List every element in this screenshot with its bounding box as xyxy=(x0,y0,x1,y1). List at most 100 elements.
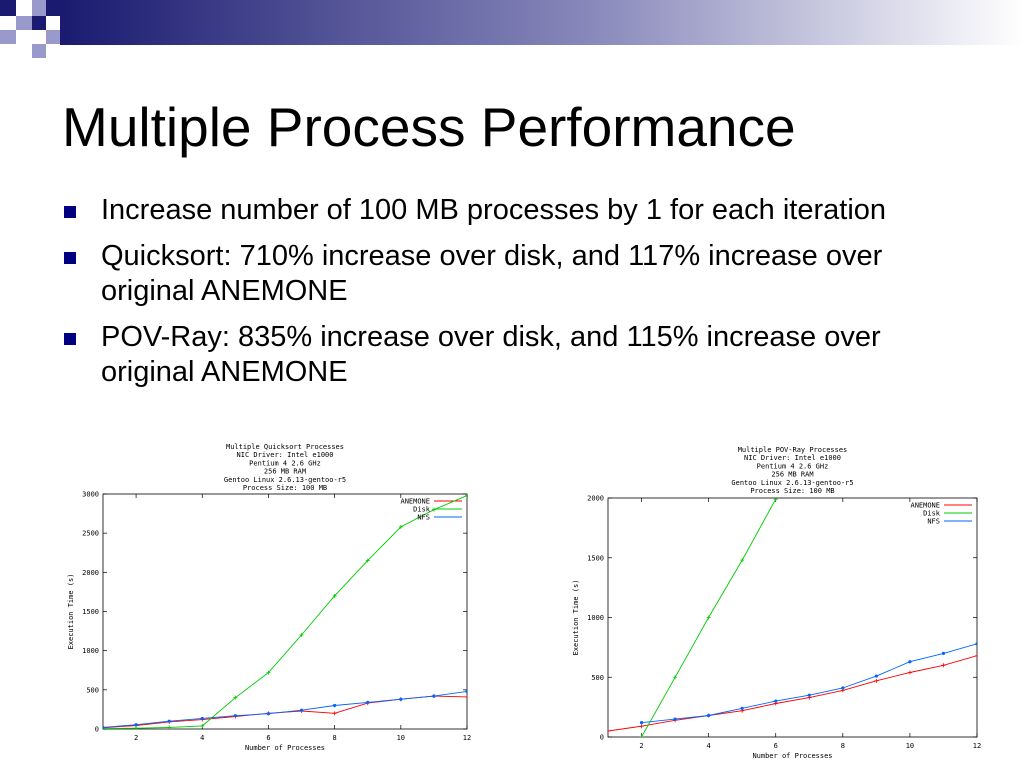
bullet-text: Increase number of 100 MB processes by 1… xyxy=(101,194,887,226)
data-point xyxy=(707,713,711,718)
chart-title-line: NIC Driver: Intel e1000 xyxy=(744,454,841,462)
data-point xyxy=(941,651,946,655)
series-nfs xyxy=(639,642,977,725)
data-point xyxy=(740,706,744,710)
data-point xyxy=(103,725,105,729)
series-line xyxy=(103,690,467,728)
y-tick-label: 1000 xyxy=(82,647,99,655)
data-point xyxy=(941,663,946,668)
x-tick-label: 8 xyxy=(333,734,337,742)
y-tick-label: 0 xyxy=(95,726,99,734)
y-tick-label: 0 xyxy=(600,734,604,742)
data-point xyxy=(134,726,139,729)
data-point xyxy=(431,507,436,512)
data-point xyxy=(398,524,403,529)
y-axis-label: Execution Time (s) xyxy=(572,580,580,656)
bullet-item: Increase number of 100 MB processes by 1… xyxy=(62,193,962,228)
legend-label: ANEMONE xyxy=(910,502,940,510)
x-tick-label: 2 xyxy=(134,734,138,742)
legend-label: NFS xyxy=(927,518,940,526)
chart-title-line: Multiple POV-Ray Processes xyxy=(738,446,848,454)
series-line xyxy=(608,655,977,732)
data-point xyxy=(432,694,436,698)
data-point xyxy=(908,660,912,664)
y-tick-label: 2000 xyxy=(587,495,604,503)
chart-title-line: Gentoo Linux 2.6.13-gentoo-r5 xyxy=(731,479,853,487)
y-tick-label: 500 xyxy=(591,674,604,682)
bullet-text: POV-Ray: 835% increase over disk, and 11… xyxy=(101,321,881,388)
legend-label: ANEMONE xyxy=(400,498,430,506)
chart-title-line: 256 MB RAM xyxy=(771,471,813,479)
data-point xyxy=(807,693,811,697)
header-decoration xyxy=(0,0,1024,58)
data-point xyxy=(103,726,105,729)
square-bullet-icon xyxy=(64,252,76,264)
data-point xyxy=(706,615,711,620)
x-tick-label: 10 xyxy=(906,742,914,750)
data-point xyxy=(673,675,678,680)
bullet-text: Quicksort: 710% increase over disk, and … xyxy=(101,240,883,307)
data-point xyxy=(907,670,912,675)
data-point xyxy=(673,717,677,721)
data-point xyxy=(841,686,845,690)
data-point xyxy=(299,708,304,712)
bullet-item: POV-Ray: 835% increase over disk, and 11… xyxy=(62,320,962,390)
series-line xyxy=(641,643,977,724)
data-point xyxy=(874,674,878,678)
plot-frame xyxy=(102,493,468,730)
x-tick-label: 12 xyxy=(973,742,981,750)
y-tick-label: 1500 xyxy=(82,608,99,616)
square-bullet-icon xyxy=(64,333,76,345)
y-tick-label: 3000 xyxy=(82,491,99,499)
y-tick-label: 2000 xyxy=(82,569,99,577)
data-point xyxy=(639,735,644,737)
data-point xyxy=(134,723,138,727)
slide-title: Multiple Process Performance xyxy=(62,96,796,158)
y-tick-label: 2500 xyxy=(82,530,99,538)
x-tick-label: 2 xyxy=(639,742,643,750)
bullet-list: Increase number of 100 MB processes by 1… xyxy=(62,193,962,401)
data-point xyxy=(975,653,977,658)
x-tick-label: 10 xyxy=(397,734,405,742)
square-bullet-icon xyxy=(64,206,76,218)
y-tick-label: 1000 xyxy=(587,614,604,622)
data-point xyxy=(365,558,370,563)
chart-title-line: Multiple Quicksort Processes xyxy=(226,443,344,451)
chart-title-line: Process Size: 100 MB xyxy=(750,487,834,495)
data-point xyxy=(332,711,337,716)
series-disk xyxy=(639,498,778,737)
x-tick-label: 4 xyxy=(200,734,204,742)
y-axis-label: Execution Time (s) xyxy=(67,574,75,650)
legend-label: NFS xyxy=(417,514,430,522)
chart-title-line: NIC Driver: Intel e1000 xyxy=(237,451,334,459)
data-point xyxy=(465,689,467,693)
bullet-item: Quicksort: 710% increase over disk, and … xyxy=(62,239,962,309)
data-point xyxy=(608,729,610,734)
data-point xyxy=(333,703,337,708)
series-anemone xyxy=(608,653,977,734)
x-axis-label: Number of Processes xyxy=(245,744,325,752)
data-point xyxy=(233,695,238,700)
data-point xyxy=(233,714,237,718)
x-tick-label: 8 xyxy=(841,742,845,750)
data-point xyxy=(266,712,271,716)
data-point xyxy=(200,716,204,721)
chart-title-line: Process Size: 100 MB xyxy=(243,484,327,492)
data-point xyxy=(774,699,778,703)
series-line xyxy=(103,495,467,729)
data-point xyxy=(874,678,879,683)
x-tick-label: 6 xyxy=(774,742,778,750)
chart-title-line: Pentium 4 2.6 GHz xyxy=(757,462,829,470)
chart-title-line: 256 MB RAM xyxy=(264,468,306,476)
x-tick-label: 4 xyxy=(707,742,711,750)
data-point xyxy=(639,724,644,729)
chart-title-line: Pentium 4 2.6 GHz xyxy=(249,459,321,467)
y-tick-label: 1500 xyxy=(587,554,604,562)
chart-title-line: Gentoo Linux 2.6.13-gentoo-r5 xyxy=(224,476,346,484)
data-point xyxy=(639,721,644,725)
data-point xyxy=(167,725,172,729)
series-nfs xyxy=(103,689,467,729)
data-point xyxy=(975,642,977,646)
data-point xyxy=(366,700,370,704)
